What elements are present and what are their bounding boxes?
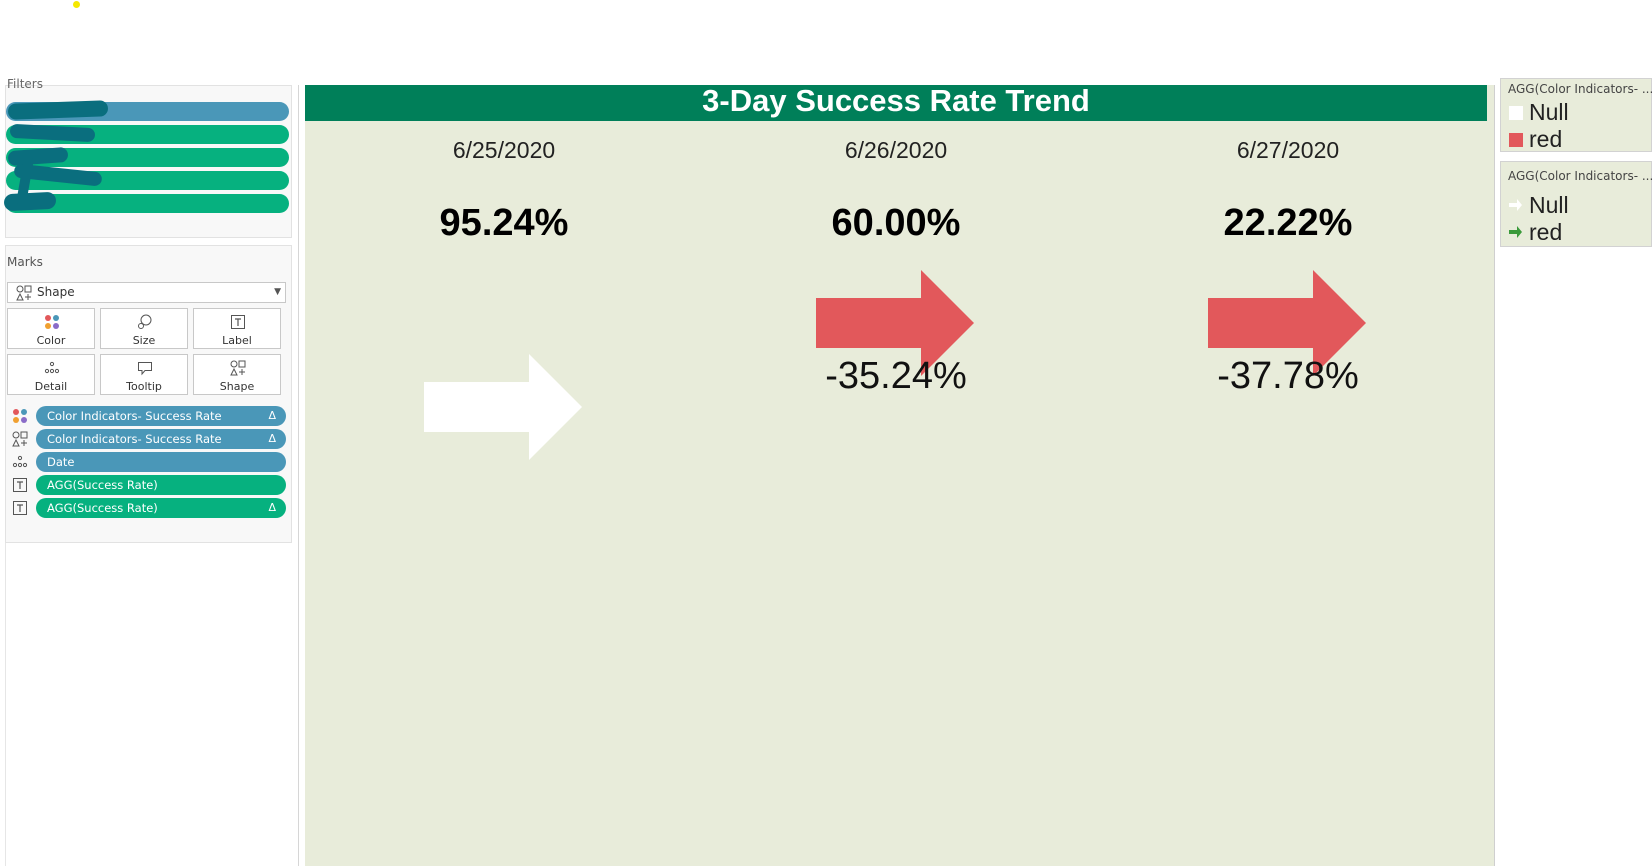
detail-button[interactable]: Detail xyxy=(7,354,95,395)
legend-label: Null xyxy=(1529,192,1569,218)
arrow-right-icon xyxy=(1509,226,1522,238)
date-label: 6/26/2020 xyxy=(844,137,948,163)
color-button-label: Color xyxy=(36,334,66,347)
arrow-right-icon xyxy=(1509,199,1522,211)
mark-shelf-item[interactable]: Color Indicators- Success Rate Δ xyxy=(12,429,287,449)
arrow-right-icon[interactable] xyxy=(1208,270,1368,376)
chevron-down-icon: ▼ xyxy=(274,287,281,297)
size-icon xyxy=(138,314,152,329)
marks-title: Marks xyxy=(7,255,43,269)
delta-icon: Δ xyxy=(268,409,276,422)
color-swatch xyxy=(1509,133,1523,147)
label-field-pill[interactable]: AGG(Success Rate) xyxy=(36,475,286,495)
pane-divider[interactable] xyxy=(298,85,299,866)
tooltip-button-label: Tooltip xyxy=(126,380,162,393)
viz-border xyxy=(1494,85,1495,866)
detail-icon xyxy=(44,361,60,374)
legend-title: AGG(Color Indicators- ... xyxy=(1508,82,1652,96)
mark-shelf-item[interactable]: AGG(Success Rate) xyxy=(12,475,287,495)
shape-field-pill[interactable]: Color Indicators- Success Rate Δ xyxy=(36,429,286,449)
mark-type-dropdown[interactable]: Shape ▼ xyxy=(7,282,286,303)
color-dots-icon xyxy=(12,408,28,424)
size-button[interactable]: Size xyxy=(100,308,188,349)
pill-label: AGG(Success Rate) xyxy=(47,501,158,515)
stray-dot xyxy=(73,1,80,8)
delta-icon: Δ xyxy=(268,432,276,445)
color-swatch xyxy=(1509,106,1523,120)
detail-field-pill[interactable]: Date xyxy=(36,452,286,472)
detail-button-label: Detail xyxy=(34,380,68,393)
viz-canvas: 3-Day Success Rate Trend 6/25/2020 95.24… xyxy=(305,85,1495,866)
label-icon xyxy=(12,500,28,516)
filter-pill[interactable] xyxy=(6,194,289,213)
date-label: 6/27/2020 xyxy=(1236,137,1340,163)
label-field-pill[interactable]: AGG(Success Rate) Δ xyxy=(36,498,286,518)
success-rate-value: 95.24% xyxy=(439,202,569,244)
mark-type-label: Shape xyxy=(37,285,75,299)
tooltip-button[interactable]: Tooltip xyxy=(100,354,188,395)
marks-card: Marks Shape ▼ Color Size Label Detail To… xyxy=(5,245,292,543)
legend-title: AGG(Color Indicators- ... xyxy=(1508,169,1652,183)
legend-label: red xyxy=(1529,126,1563,152)
delta-icon: Δ xyxy=(268,501,276,514)
shape-icon xyxy=(12,431,28,447)
mark-shelf-item[interactable]: Color Indicators- Success Rate Δ xyxy=(12,406,287,426)
success-rate-value: 22.22% xyxy=(1223,202,1353,244)
pill-label: AGG(Success Rate) xyxy=(47,478,158,492)
shape-button-label: Shape xyxy=(219,380,255,393)
shape-icon xyxy=(16,285,32,301)
size-button-label: Size xyxy=(132,334,156,347)
pill-label: Date xyxy=(47,455,75,469)
color-dots-icon xyxy=(45,315,59,329)
tooltip-icon xyxy=(138,362,152,376)
label-button[interactable]: Label xyxy=(193,308,281,349)
filters-title: Filters xyxy=(7,77,43,91)
arrow-right-icon[interactable] xyxy=(816,270,976,376)
pill-label: Color Indicators- Success Rate xyxy=(47,409,222,423)
label-icon xyxy=(231,315,245,329)
redaction-scribble xyxy=(3,191,57,212)
detail-icon xyxy=(12,454,28,470)
filter-pill[interactable] xyxy=(6,148,289,167)
shape-legend: AGG(Color Indicators- ... Null red xyxy=(1500,161,1652,247)
arrow-right-icon[interactable] xyxy=(424,354,584,460)
left-pane-empty xyxy=(5,543,292,866)
color-legend: AGG(Color Indicators- ... Null red xyxy=(1500,78,1652,152)
color-field-pill[interactable]: Color Indicators- Success Rate Δ xyxy=(36,406,286,426)
change-value: -35.24% xyxy=(825,355,967,397)
change-value: -37.78% xyxy=(1217,355,1359,397)
label-icon xyxy=(12,477,28,493)
filters-card: Filters xyxy=(3,77,292,238)
mark-shelf-item[interactable]: AGG(Success Rate) Δ xyxy=(12,498,287,518)
success-rate-value: 60.00% xyxy=(831,202,961,244)
pill-label: Color Indicators- Success Rate xyxy=(47,432,222,446)
color-button[interactable]: Color xyxy=(7,308,95,349)
legend-label: red xyxy=(1529,219,1563,245)
mark-shelf-item[interactable]: Date xyxy=(12,452,287,472)
viz-title: 3-Day Success Rate Trend xyxy=(305,85,1487,121)
shape-button[interactable]: Shape xyxy=(193,354,281,395)
date-label: 6/25/2020 xyxy=(452,137,556,163)
legend-label: Null xyxy=(1529,99,1569,125)
label-button-label: Label xyxy=(222,334,252,347)
shape-icon xyxy=(230,360,246,376)
